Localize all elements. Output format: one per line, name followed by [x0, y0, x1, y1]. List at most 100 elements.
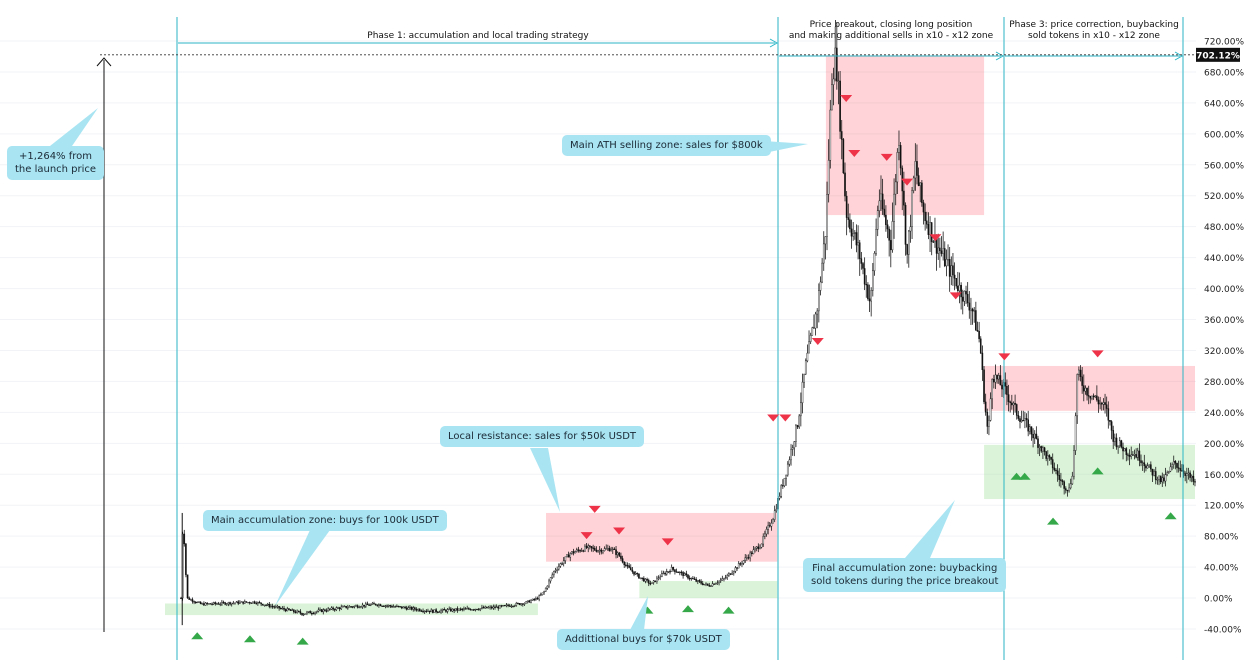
candle-body — [384, 605, 387, 607]
candle-body — [1151, 468, 1154, 476]
candle-body — [312, 613, 315, 615]
candle-body — [495, 606, 498, 608]
candle-body — [890, 240, 892, 251]
candle-body — [837, 80, 840, 82]
candle-body — [893, 193, 895, 222]
candle-body — [647, 580, 650, 584]
candle-body — [1007, 394, 1010, 402]
candle-body — [201, 603, 204, 605]
candle-body — [293, 609, 295, 613]
candle-body — [502, 605, 504, 607]
candle-body — [1168, 470, 1170, 473]
candle-body — [1035, 433, 1038, 439]
candle-body — [988, 420, 990, 427]
candle-body — [762, 536, 765, 545]
candle-body — [734, 567, 737, 572]
candle-body — [911, 190, 913, 228]
candle-body — [690, 577, 693, 580]
candle-body — [541, 592, 544, 595]
sell-marker — [580, 532, 593, 540]
candle-body — [775, 508, 778, 512]
candle-body — [965, 290, 967, 295]
candle-body — [867, 284, 869, 299]
sell-marker — [613, 527, 626, 535]
candle-body — [984, 401, 987, 413]
candle-body — [628, 565, 630, 568]
candle-body — [737, 563, 740, 569]
candle-body — [1011, 402, 1013, 406]
candle-body — [854, 232, 856, 234]
candle-body — [687, 574, 689, 579]
candle-body — [971, 308, 974, 312]
candle-body — [953, 274, 956, 279]
candle-body — [657, 577, 660, 579]
candle-body — [611, 548, 614, 551]
candle-body — [912, 177, 915, 191]
candle-body — [860, 258, 863, 264]
candle-body — [546, 585, 549, 589]
candle-body — [814, 313, 817, 329]
candle-body — [412, 607, 415, 610]
candle-body — [1087, 395, 1090, 397]
launch-gain-arrow-head — [96, 57, 112, 67]
candle-body — [932, 241, 935, 243]
candle-body — [504, 605, 506, 607]
candle-body — [716, 582, 719, 584]
candle-body — [593, 547, 596, 551]
y-tick-label: 200.00% — [1204, 440, 1244, 450]
candle-body — [1104, 402, 1106, 405]
candle-body — [374, 603, 377, 606]
candle-body — [981, 352, 984, 370]
candle-body — [1056, 470, 1059, 476]
candle-body — [945, 259, 948, 267]
candle-body — [1171, 464, 1173, 468]
sell-marker — [840, 95, 853, 103]
candle-body — [662, 572, 665, 575]
candle-body — [1029, 426, 1031, 432]
candle-body — [247, 602, 249, 604]
candle-body — [208, 603, 210, 605]
candle-body — [472, 609, 475, 611]
candle-body — [873, 253, 876, 272]
candle-body — [1084, 387, 1087, 392]
candle-body — [451, 608, 454, 612]
candle-body — [603, 548, 606, 551]
candle-body — [674, 569, 676, 572]
additional-buys-zone — [639, 581, 778, 599]
candle-body — [1099, 402, 1101, 405]
candle-body — [757, 546, 760, 550]
candle-body — [1128, 455, 1131, 457]
candle-body — [914, 161, 917, 179]
candle-body — [1102, 402, 1105, 405]
candle-body — [1047, 455, 1049, 459]
candle-body — [659, 576, 661, 579]
candle-body — [840, 131, 843, 140]
candle-body — [811, 327, 814, 336]
main-accumulation-zone — [165, 603, 538, 616]
candle-body — [1133, 454, 1136, 456]
candle-body — [533, 598, 536, 601]
candle-body — [1014, 402, 1016, 405]
candle-body — [793, 441, 796, 449]
candle-body — [1172, 461, 1175, 466]
candle-body — [409, 606, 411, 609]
candle-body — [670, 566, 673, 572]
final-accumulation-zone — [984, 444, 1195, 500]
candle-body — [672, 566, 675, 570]
candle-body — [607, 548, 609, 550]
candle-body — [261, 603, 264, 606]
candle-body — [718, 580, 720, 583]
candle-body — [849, 219, 851, 230]
candle-body — [952, 265, 954, 276]
candle-body — [227, 602, 230, 605]
candle-body — [888, 228, 890, 241]
candle-body — [633, 571, 635, 575]
candle-body — [1045, 451, 1047, 459]
buy-marker — [1164, 512, 1177, 520]
candle-body — [252, 601, 254, 604]
candle-body — [301, 613, 303, 615]
candle-body — [906, 244, 908, 255]
candle-body — [432, 609, 434, 613]
candle-body — [1079, 369, 1082, 377]
candle-body — [1076, 374, 1079, 417]
